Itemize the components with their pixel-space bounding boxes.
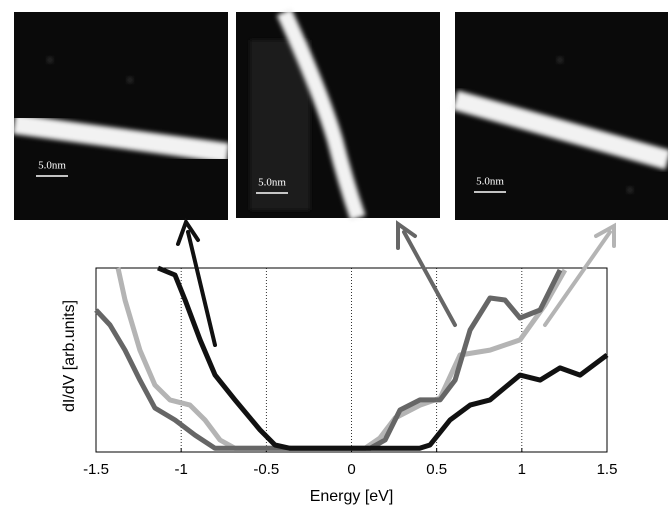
x-tick-label: -1: [174, 461, 187, 478]
x-tick-label: -0.5: [253, 461, 279, 478]
scale-label: 5.0nm: [476, 176, 504, 188]
scale-label: 5.0nm: [258, 177, 286, 189]
x-axis-label: Energy [eV]: [310, 488, 394, 505]
stm-image: 5.0nm: [12, 12, 230, 220]
series-line: [157, 265, 609, 451]
x-tick-label: 0: [347, 461, 355, 478]
x-tick-label: 0.5: [426, 461, 447, 478]
x-tick-label: -1.5: [83, 461, 109, 478]
stm-image: 5.0nm: [236, 8, 440, 221]
x-tick-label: 1.5: [597, 461, 618, 478]
series-line: [94, 268, 563, 451]
x-tick-label: 1: [518, 461, 526, 478]
scale-label: 5.0nm: [38, 160, 66, 172]
arrows: [176, 217, 616, 347]
y-axis-label: dI/dV [arb.units]: [61, 300, 78, 412]
plot: -1.5 -1 -0.5 0 0.5 1 1.5: [83, 265, 618, 478]
stm-image: 5.0nm: [452, 12, 670, 220]
